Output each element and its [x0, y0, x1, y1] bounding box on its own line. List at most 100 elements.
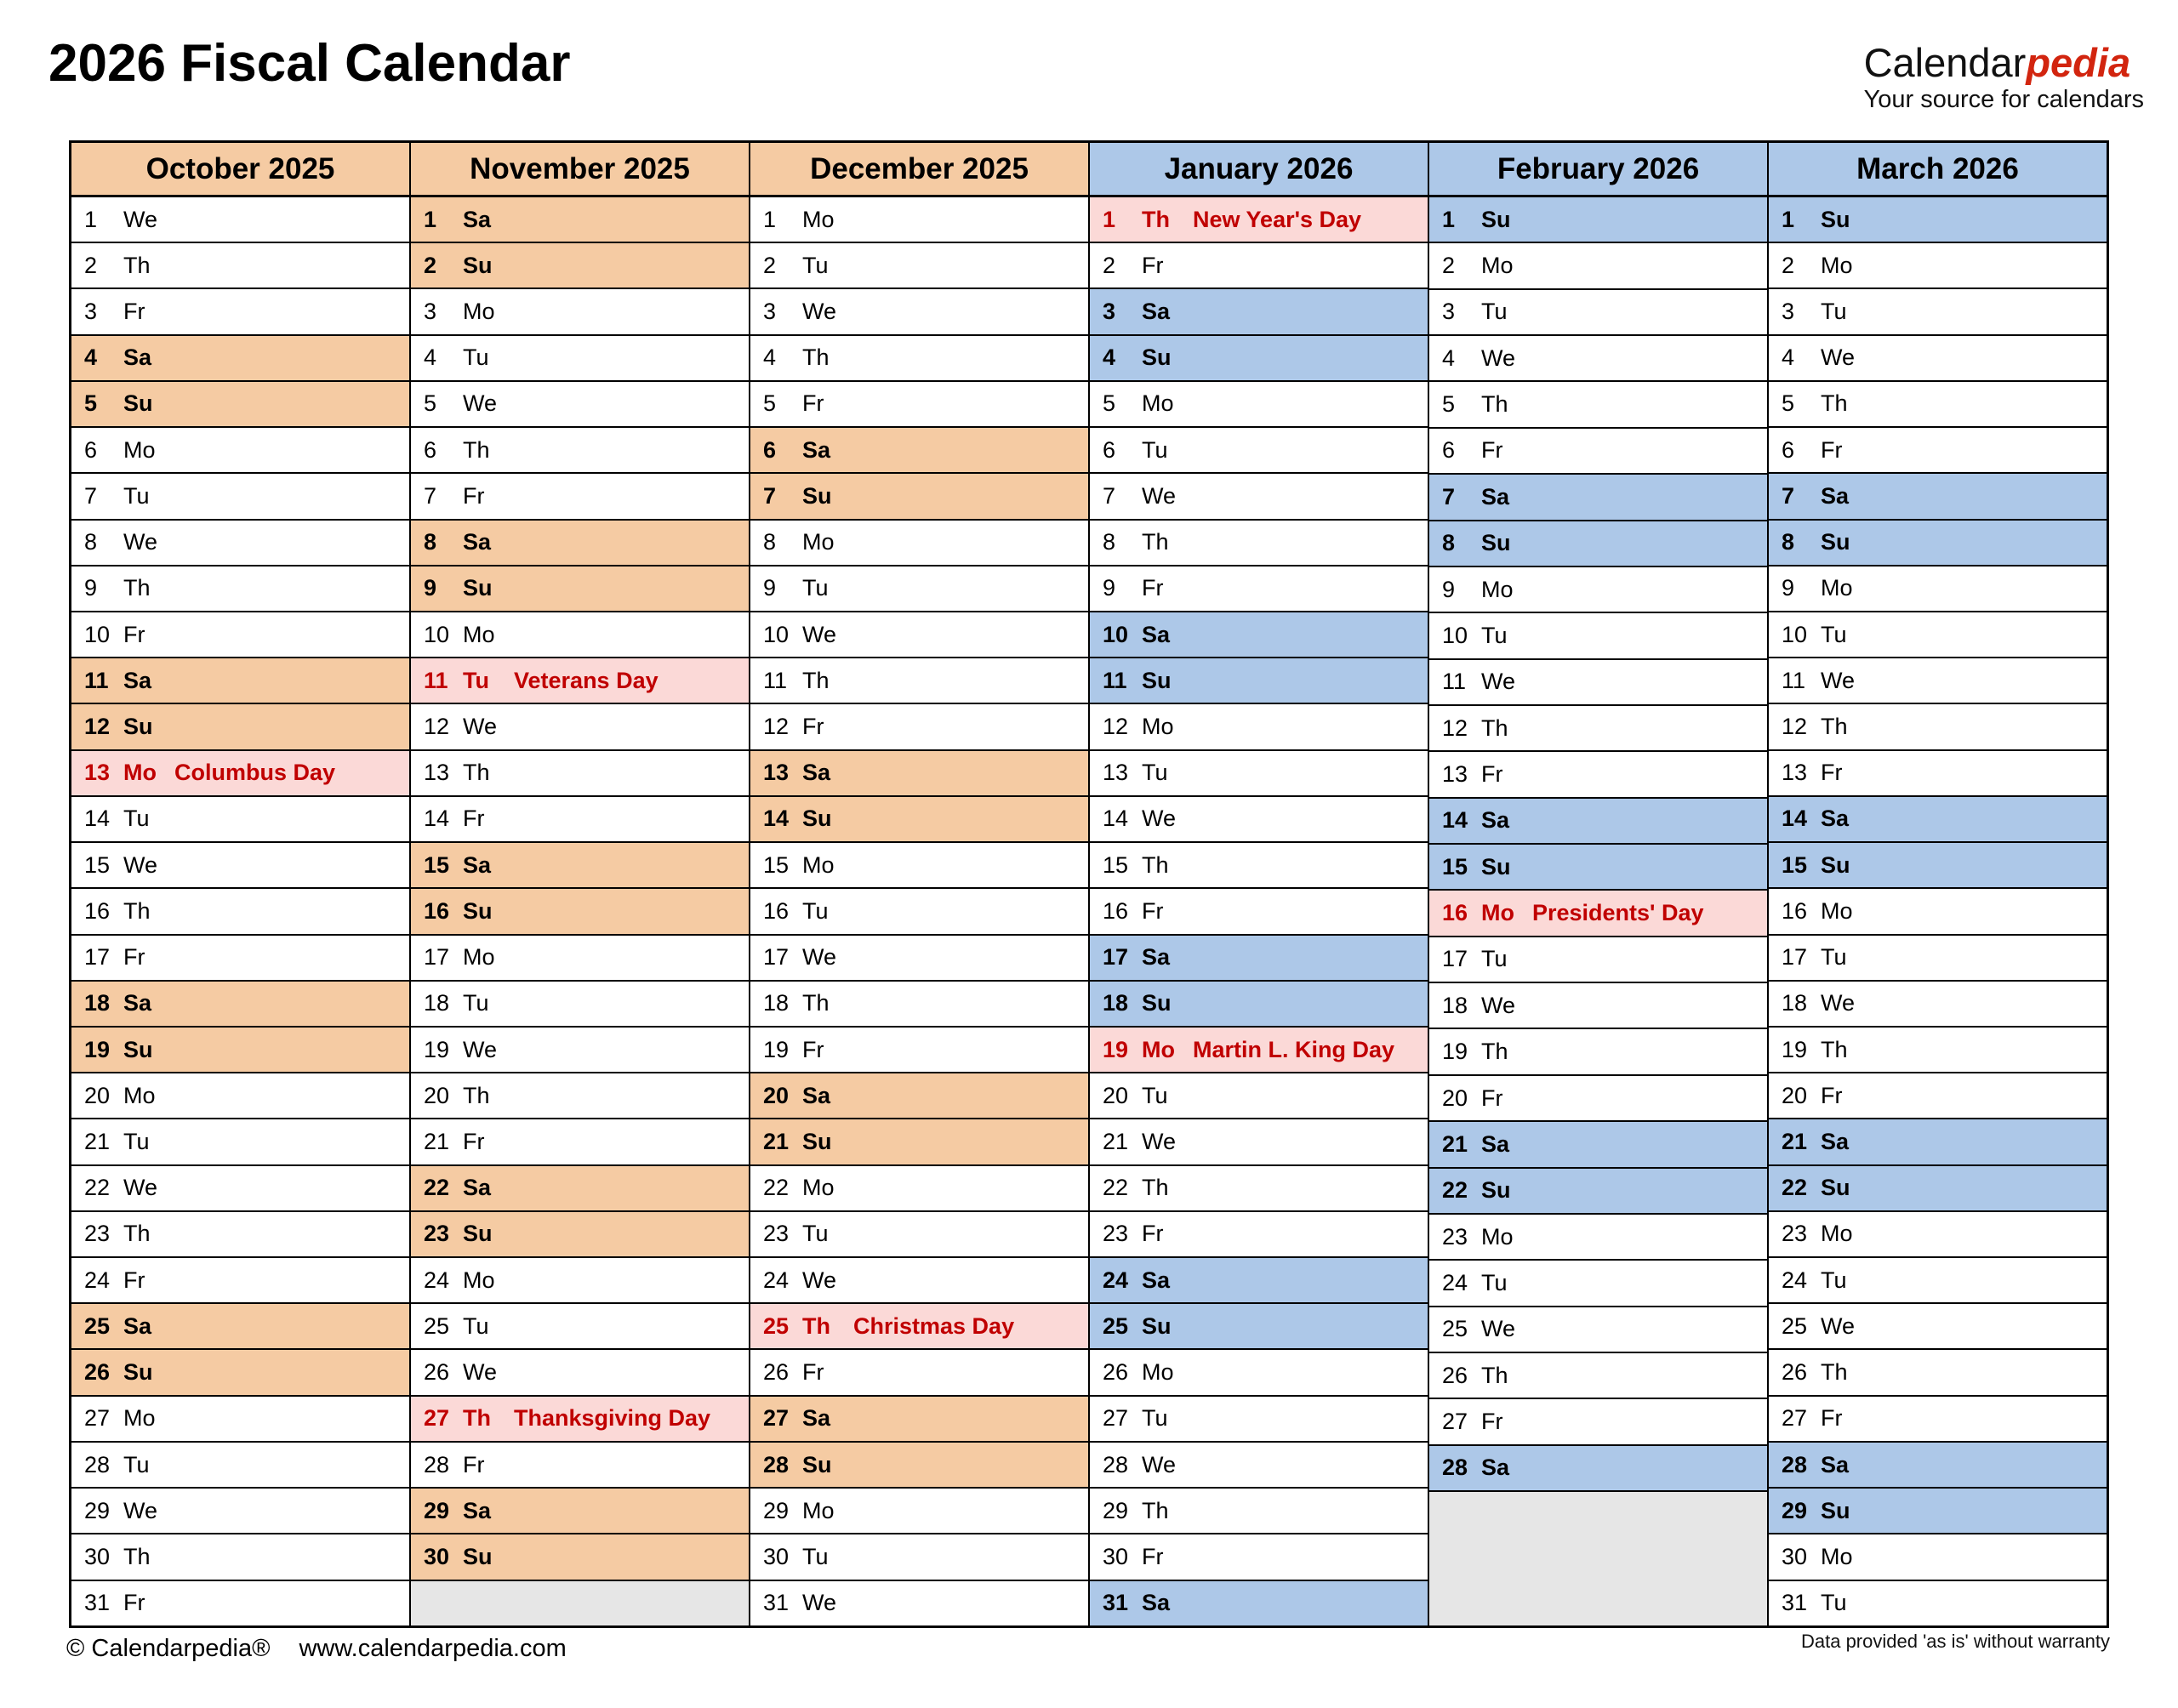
day-cell-november-2025-27: 27 Th Thanksgiving Day [411, 1394, 749, 1441]
day-weekday: Mo [463, 944, 495, 971]
day-cell-december-2025-1: 1 Mo [750, 197, 1088, 242]
day-weekday: We [1481, 344, 1516, 371]
day-cell-march-2026-14: 14 Sa [1769, 794, 2107, 842]
day-number: 18 [763, 990, 790, 1016]
day-number: 24 [1103, 1267, 1129, 1293]
day-cell-october-2025-20: 20 Mo [71, 1072, 409, 1119]
day-weekday: We [802, 621, 837, 647]
website-link[interactable]: www.calendarpedia.com [299, 1635, 567, 1662]
day-weekday: Tu [1481, 946, 1508, 972]
day-number: 22 [84, 1175, 111, 1201]
month-days: 1 Mo 2 Tu 3 We 4 Th 5 Fr 6 Sa 7 Su 8 Mo 9 Tu 10 We 11 Th 12 Fr 1… [750, 197, 1088, 1625]
day-weekday: Sa [802, 1405, 831, 1432]
day-weekday: Mo [1142, 1359, 1174, 1386]
day-number: 8 [763, 529, 777, 555]
day-number: 22 [424, 1175, 450, 1201]
holiday-name: Christmas Day [853, 1312, 1015, 1339]
empty-cell [411, 1579, 749, 1625]
day-weekday: Fr [463, 806, 485, 832]
day-weekday: Tu [1821, 621, 1847, 647]
day-cell-march-2026-20: 20 Fr [1769, 1072, 2107, 1119]
day-number: 10 [84, 621, 111, 647]
day-cell-january-2026-28: 28 We [1090, 1440, 1428, 1488]
day-cell-january-2026-18: 18 Su [1090, 979, 1428, 1026]
day-number: 24 [1442, 1269, 1468, 1295]
day-cell-december-2025-4: 4 Th [750, 333, 1088, 380]
day-cell-february-2026-5: 5 Th [1429, 380, 1767, 427]
day-number: 24 [1782, 1267, 1808, 1293]
day-cell-october-2025-7: 7 Tu [71, 472, 409, 519]
day-number: 8 [1103, 529, 1116, 555]
day-number: 8 [1442, 530, 1456, 556]
day-weekday: Tu [1481, 1269, 1508, 1295]
day-number: 23 [1782, 1221, 1808, 1247]
logo-tagline: Your source for calendars [1863, 86, 2144, 113]
day-weekday: Tu [463, 667, 489, 693]
day-weekday: Sa [1821, 1128, 1850, 1154]
day-cell-march-2026-21: 21 Sa [1769, 1118, 2107, 1164]
day-number: 26 [1103, 1359, 1129, 1386]
day-cell-january-2026-10: 10 Sa [1090, 610, 1428, 658]
day-number: 30 [84, 1543, 111, 1569]
day-cell-february-2026-22: 22 Su [1429, 1166, 1767, 1213]
day-number: 7 [763, 482, 777, 509]
day-weekday: We [802, 1267, 837, 1293]
day-cell-march-2026-26: 26 Th [1769, 1348, 2107, 1395]
day-weekday: Sa [1821, 482, 1850, 509]
day-weekday: Tu [802, 575, 829, 601]
day-number: 29 [763, 1497, 790, 1523]
month-days: 1 Th New Year's Day 2 Fr 3 Sa 4 Su 5 Mo 6 Tu 7 We 8 Th 9 F… [1090, 197, 1428, 1625]
day-number: 17 [1103, 944, 1129, 971]
day-weekday: Mo [802, 1497, 835, 1523]
day-cell-february-2026-20: 20 Fr [1429, 1073, 1767, 1121]
day-number: 23 [84, 1221, 111, 1247]
day-weekday: Tu [1481, 299, 1508, 325]
day-number: 12 [84, 714, 111, 740]
day-number: 21 [84, 1128, 111, 1154]
day-number: 5 [424, 390, 437, 417]
day-cell-october-2025-28: 28 Tu [71, 1440, 409, 1488]
day-cell-november-2025-16: 16 Su [411, 887, 749, 934]
day-number: 28 [1782, 1451, 1808, 1477]
day-cell-january-2026-20: 20 Tu [1090, 1072, 1428, 1119]
day-number: 2 [424, 252, 437, 278]
day-number: 17 [84, 944, 111, 971]
day-weekday: Th [1821, 714, 1848, 740]
day-number: 28 [84, 1451, 111, 1477]
day-cell-january-2026-6: 6 Tu [1090, 426, 1428, 473]
day-weekday: Su [802, 482, 832, 509]
day-cell-november-2025-22: 22 Sa [411, 1164, 749, 1210]
day-number: 25 [1782, 1312, 1808, 1339]
day-weekday: Su [802, 1451, 832, 1477]
day-cell-october-2025-16: 16 Th [71, 887, 409, 934]
day-cell-october-2025-13: 13 Mo Columbus Day [71, 749, 409, 795]
day-weekday: Th [1821, 390, 1848, 417]
day-weekday: Su [1142, 1312, 1172, 1339]
day-weekday: Su [1821, 851, 1850, 878]
day-number: 19 [424, 1036, 450, 1062]
day-weekday: Mo [463, 299, 495, 325]
day-number: 14 [84, 806, 111, 832]
day-weekday: Th [1481, 391, 1508, 418]
day-weekday: We [123, 206, 158, 232]
day-weekday: Sa [1142, 1267, 1171, 1293]
day-weekday: Su [463, 575, 493, 601]
day-number: 23 [1103, 1221, 1129, 1247]
day-weekday: Th [123, 1543, 151, 1569]
day-cell-february-2026-7: 7 Sa [1429, 473, 1767, 520]
month-days: 1 Su 2 Mo 3 Tu 4 We 5 Th 6 Fr 7 Sa 8 Su 9 Mo 10 Tu 11 We 12 Th 1… [1429, 197, 1767, 1626]
day-weekday: Su [1142, 344, 1172, 371]
day-cell-december-2025-28: 28 Su [750, 1440, 1088, 1488]
day-number: 23 [763, 1221, 790, 1247]
day-cell-january-2026-21: 21 We [1090, 1118, 1428, 1164]
day-number: 20 [424, 1082, 450, 1108]
month-column-december-2025: December 2025 1 Mo 2 Tu 3 We 4 Th 5 Fr 6 Sa 7 Su 8 Mo 9 T… [749, 143, 1088, 1625]
day-number: 11 [1782, 667, 1806, 693]
day-cell-november-2025-3: 3 Mo [411, 288, 749, 334]
day-number: 1 [84, 206, 98, 232]
month-header-november-2025: November 2025 [411, 143, 749, 197]
copyright-text: © Calendarpedia® [66, 1635, 271, 1662]
day-cell-march-2026-1: 1 Su [1769, 197, 2107, 242]
day-number: 13 [424, 760, 450, 786]
day-cell-december-2025-10: 10 We [750, 610, 1088, 658]
